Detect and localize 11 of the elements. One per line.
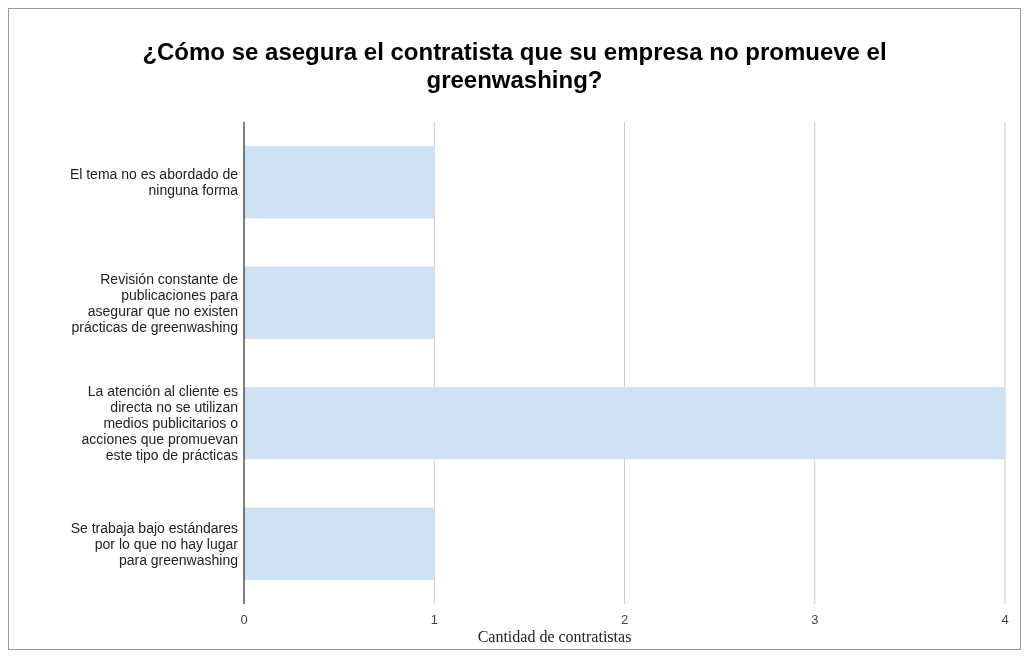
x-tick-label: 1 <box>430 612 438 627</box>
y-tick-label: Se trabaja bajo estándares por lo que no hay lugar para greenwashing <box>70 519 239 568</box>
y-tick-label: Revisión constante de publicaciones para asegurar que no existen prácticas de greenwashing <box>71 270 239 335</box>
x-tick-label: 2 <box>620 612 629 627</box>
x-tick-label: 3 <box>811 612 819 627</box>
y-tick-label: La atención al cliente es directa no se utilizan medios publicitarios o acciones que promuevan este tipo de prácticas <box>81 383 239 464</box>
x-axis-title: Cantidad de contratistas <box>477 628 632 645</box>
y-tick-label: El tema no es abordado de ninguna forma <box>69 166 239 199</box>
x-tick-label: 0 <box>240 612 248 627</box>
chart-title: ¿Cómo se asegura el contratista que su empresa no promueve el greenwashing? <box>142 38 887 93</box>
x-tick-label: 4 <box>1001 612 1009 627</box>
